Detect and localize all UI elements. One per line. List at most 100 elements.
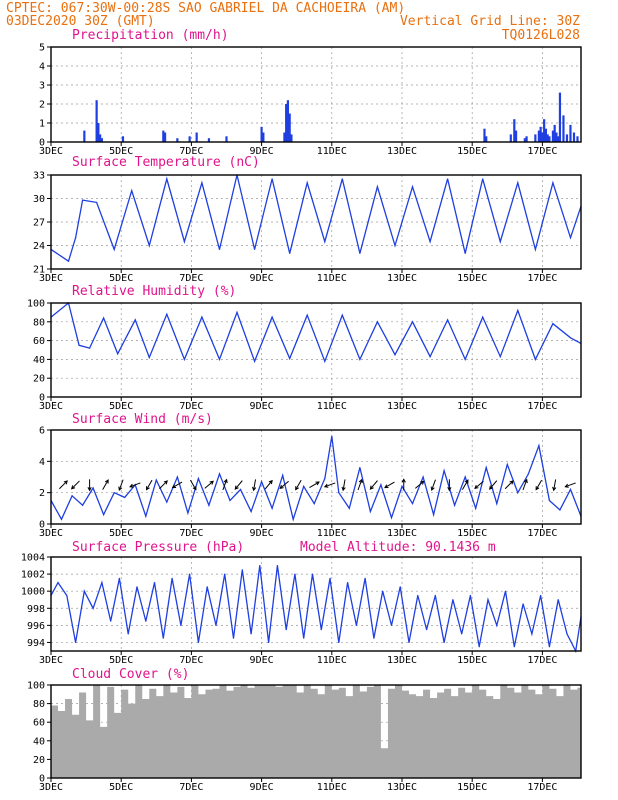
wind-data-point [208,504,210,506]
wind-data-point [338,492,340,494]
y-tick-label: 100 [27,681,45,692]
press-data-point [276,564,278,567]
wind-data-point [187,512,189,514]
y-tick-label: 27 [33,218,45,229]
press-data-point [355,624,357,626]
temp-data-point [96,201,98,204]
wind-arrow [323,482,336,488]
precip-bar [121,136,125,142]
header: CPTEC: 067:30W-00:28S SAO GABRIEL DA CAC… [6,1,580,43]
wind-arrow-head [323,483,329,488]
wind-arrow [252,479,257,492]
wind-arrow [59,480,68,490]
wind-arrow-shaft [129,482,141,488]
rh-data-point [166,313,168,315]
wind-arrow-shaft [146,479,153,490]
precip-bar [558,92,562,142]
wind-arrow [118,479,124,491]
press-data-point [320,629,322,631]
wind-arrow-head [163,480,168,485]
panel-humidity: Relative Humidity (%) [72,284,236,299]
precip-bar [83,130,86,142]
x-tick-label: 17DEC [527,655,557,666]
temp-data-point [289,252,291,254]
wind-arrow-shaft [474,480,484,489]
x-tick-label: 15DEC [457,146,487,157]
temp-data-point [517,182,519,184]
x-tick-label: 7DEC [179,782,203,793]
y-tick-label: 80 [33,317,45,328]
press-data-point [83,590,85,592]
wind-arrow-shaft [342,479,346,491]
x-tick-label: 3DEC [39,146,63,157]
wind-arrow [295,479,302,491]
y-tick-label: 5 [39,43,45,54]
wind-arrow-head [430,486,435,491]
wind-arrow-shaft [535,479,543,490]
rh-data-point [411,321,414,323]
rh-series-line [50,301,582,364]
panel-frame [50,302,582,398]
precip-bar [485,136,488,142]
header-location: CPTEC: 067:30W-00:28S SAO GABRIEL DA CAC… [6,1,405,16]
wind-data-point [331,435,333,437]
panel-frame [50,684,582,779]
wind-series-line [50,436,582,522]
wind-data-point [538,445,540,447]
temp-data-point [271,178,273,180]
wind-arrow [159,480,168,490]
model-altitude-annotation: Model Altitude: 90.1436 m [300,540,496,555]
wind-arrow [309,481,320,489]
wind-arrow-shaft [357,479,363,491]
wind-arrow-head [279,484,284,490]
wind-arrow-head [464,479,469,484]
precip-bar [572,132,576,142]
wind-arrow-head [171,484,177,489]
press-data-point [566,633,568,635]
precip-bar [100,138,103,142]
press-data-point [259,564,261,567]
wind-data-point [271,507,273,509]
wind-arrow-shaft [553,479,557,491]
precip-bar [546,134,549,142]
wind-arrow [189,479,197,491]
precip-bar [188,136,191,142]
y-tick-label: 20 [33,374,45,385]
wind-data-point [250,510,252,513]
cloud-cover-title: Cloud Cover (%) [72,667,189,682]
temp-data-point [447,178,449,180]
precip-bar [285,104,288,142]
press-data-point [469,594,472,597]
x-tick-label: 7DEC [179,655,203,666]
press-data-point [513,646,515,648]
humidity-title: Relative Humidity (%) [72,284,236,299]
wind-arrow [415,480,425,489]
y-tick-label: 0 [39,138,45,149]
press-data-point [197,641,200,644]
wind-arrow-shaft [309,481,320,489]
wind-data-point [60,518,63,520]
wind-arrow-head [447,487,452,492]
precip-bar [99,134,102,142]
x-tick-label: 9DEC [250,655,274,666]
temp-data-point [81,199,84,201]
x-tick-label: 9DEC [250,528,274,539]
wind-data-point [548,499,551,502]
press-data-point [557,599,559,601]
panel-plot-temp: 21 24 27 30 33 3DEC 5DEC 7DEC 9DEC 11DEC 13DEC 15DE… [33,171,582,284]
precip-bar [513,119,516,142]
rh-data-point [464,358,466,360]
wind-arrow-shaft [369,480,378,490]
precip-bar [225,136,228,142]
y-tick-label: 996 [27,621,45,632]
press-data-point [241,569,243,571]
y-tick-label: 1004 [21,553,45,564]
y-tick-label: 6 [39,426,45,437]
precip-bar [514,130,518,142]
precip-bar [534,134,537,142]
wind-data-point [313,503,315,505]
press-data-point [540,594,542,597]
press-data-point [496,624,498,626]
x-tick-label: 15DEC [457,528,487,539]
press-data-point [373,637,375,639]
